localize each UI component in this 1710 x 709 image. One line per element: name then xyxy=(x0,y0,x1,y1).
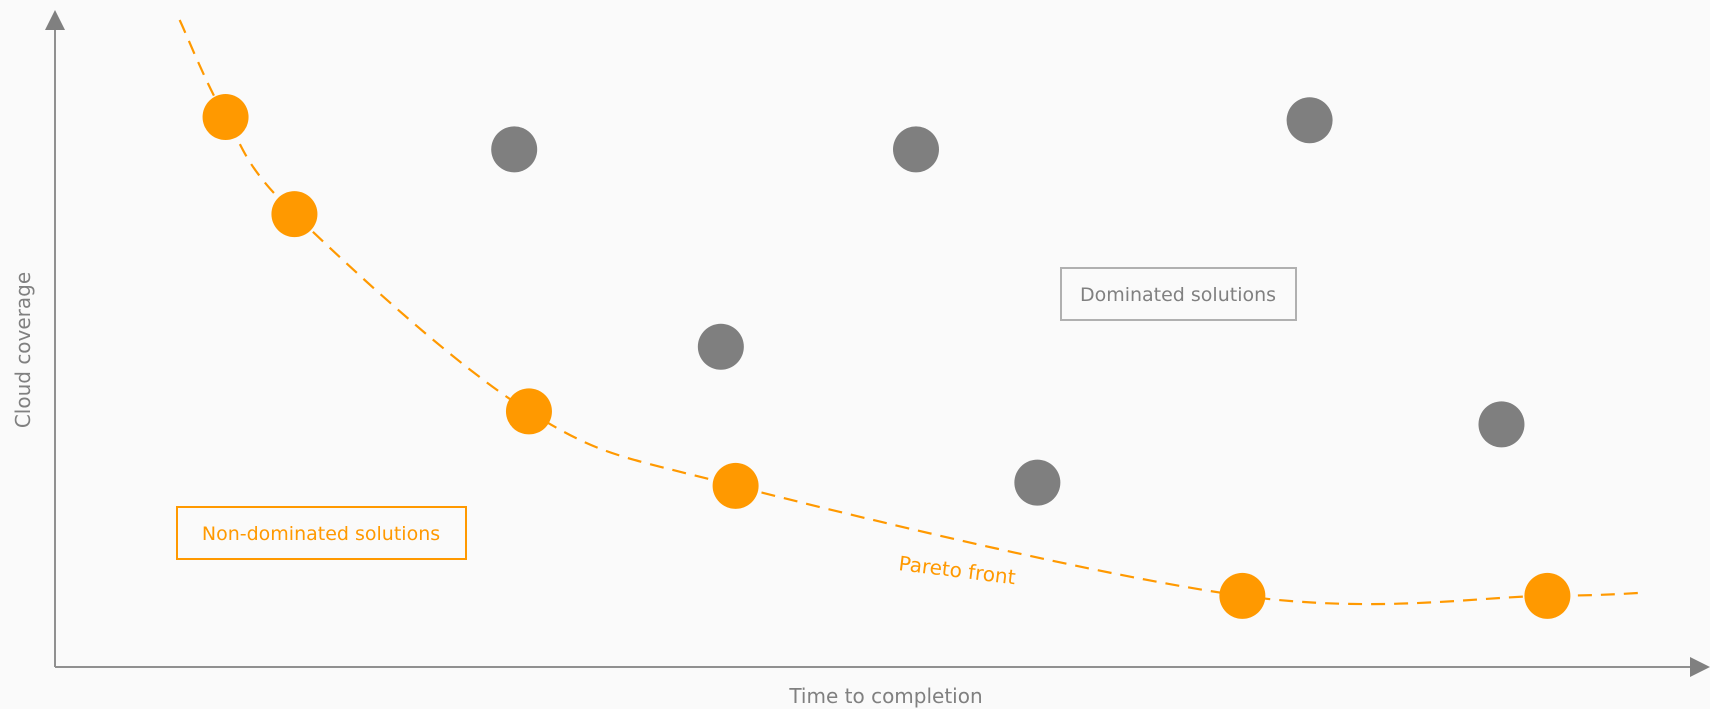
dominated-point xyxy=(1014,459,1061,506)
non-dominated-point xyxy=(505,388,552,435)
non-dominated-point xyxy=(1219,572,1266,619)
y-axis-label: Cloud coverage xyxy=(11,272,35,428)
dominated-point xyxy=(1478,401,1525,448)
non-dominated-point xyxy=(202,94,249,141)
x-axis-label: Time to completion xyxy=(788,684,982,708)
non-dominated-solutions-label: Non-dominated solutions xyxy=(202,523,440,545)
dominated-point xyxy=(491,126,538,173)
dominated-solutions-box xyxy=(1060,267,1297,321)
dominated-point xyxy=(893,126,939,173)
non-dominated-point xyxy=(1524,572,1571,619)
non-dominated-solutions-box xyxy=(176,506,467,560)
pareto-front-label: Pareto front xyxy=(897,551,1017,589)
non-dominated-point xyxy=(271,191,318,238)
points-layer xyxy=(202,94,1571,619)
dominated-solutions-label: Dominated solutions xyxy=(1080,284,1276,306)
dominated-point xyxy=(697,323,744,370)
y-axis-arrow xyxy=(45,10,65,30)
non-dominated-point xyxy=(712,462,759,509)
pareto-front-curve xyxy=(178,19,1646,606)
x-axis-arrow xyxy=(1690,657,1710,677)
dominated-point xyxy=(1286,97,1333,144)
